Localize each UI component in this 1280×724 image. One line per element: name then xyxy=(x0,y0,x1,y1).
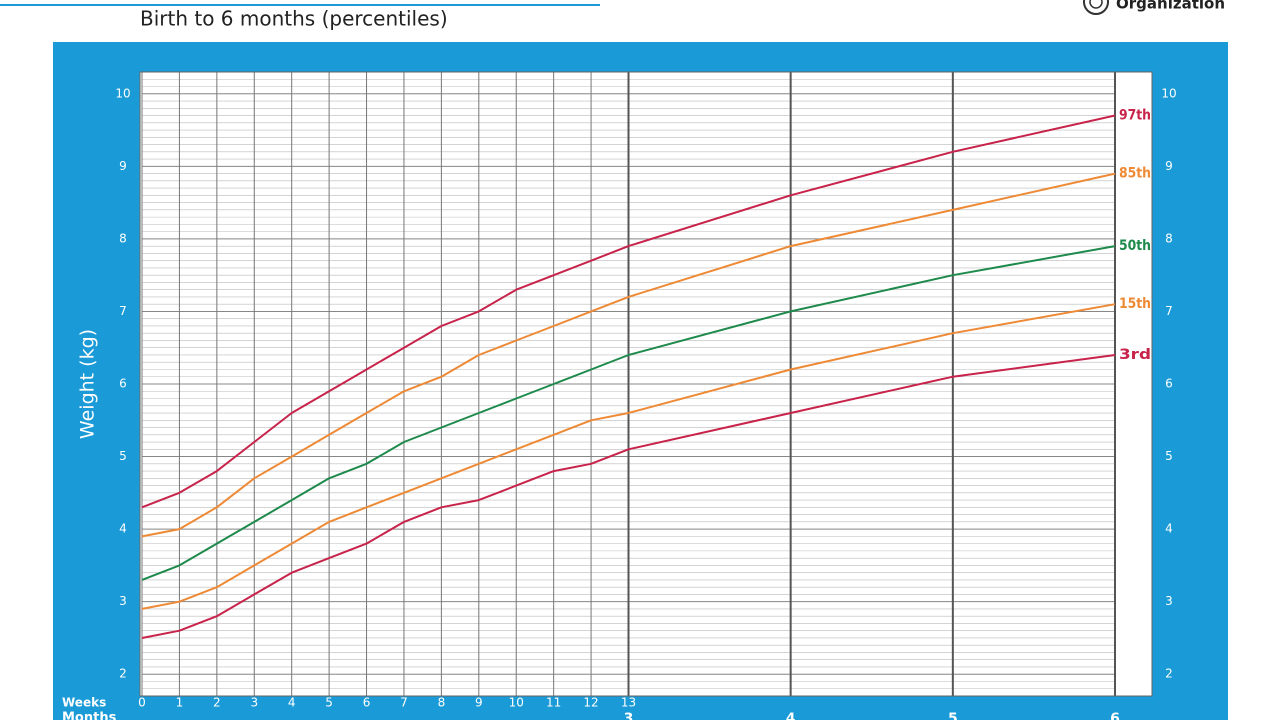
x-tick-label: 3 xyxy=(250,696,258,710)
organization: Organization xyxy=(1116,0,1225,13)
x-tick-label: 10 xyxy=(509,696,524,710)
months-label: Months xyxy=(62,711,117,721)
percentile-line xyxy=(141,172,1116,538)
y-tick-label-right: 5 xyxy=(1165,449,1173,463)
x-tick-label: 5 xyxy=(325,696,333,710)
month-tick-label: 4 xyxy=(786,711,796,720)
series-label: 97th xyxy=(1119,108,1151,124)
series-label: 85th xyxy=(1119,166,1151,182)
series-label: 3rd xyxy=(1119,347,1151,363)
y-tick-label: 9 xyxy=(119,159,127,173)
y-tick-label: 2 xyxy=(119,667,127,681)
y-tick-label: 8 xyxy=(119,231,127,245)
x-tick-label: 1 xyxy=(176,696,184,710)
month-tick-label: 6 xyxy=(1110,711,1120,720)
y-tick-label-right: 3 xyxy=(1165,594,1173,608)
y-tick-label: 5 xyxy=(119,449,127,463)
y-tick-label: 4 xyxy=(119,522,127,536)
y-tick-label-right: 4 xyxy=(1165,522,1173,536)
percentile-line xyxy=(141,245,1116,581)
month-tick-label: 3 xyxy=(624,711,634,720)
x-tick-label: 6 xyxy=(363,696,371,710)
y-tick-label: 7 xyxy=(119,304,127,318)
y-tick-label-right: 10 xyxy=(1161,86,1176,100)
series-label: 50th xyxy=(1119,238,1151,254)
x-tick-label: 2 xyxy=(213,696,221,710)
x-tick-label: 4 xyxy=(288,696,296,710)
plot-border xyxy=(139,71,1153,697)
y-tick-label-right: 7 xyxy=(1165,304,1173,318)
x-tick-label: 7 xyxy=(400,696,408,710)
y-tick-label-right: 6 xyxy=(1165,377,1173,391)
y-tick-label: 10 xyxy=(115,86,130,100)
x-tick-label: 9 xyxy=(475,696,483,710)
percentile-line xyxy=(141,114,1116,509)
percentile-line xyxy=(141,354,1116,639)
y-tick-label-right: 2 xyxy=(1165,667,1173,681)
logo xyxy=(1083,0,1109,15)
x-tick-label: 0 xyxy=(138,696,146,710)
y-tick-label-right: 9 xyxy=(1165,159,1173,173)
weeks-label: Weeks xyxy=(62,696,106,710)
y-tick-label: 3 xyxy=(119,594,127,608)
y-tick-label: 6 xyxy=(119,377,127,391)
x-tick-label: 13 xyxy=(621,696,636,710)
x-tick-label: 12 xyxy=(583,696,598,710)
page-title: Birth to 6 months (percentiles) xyxy=(140,7,448,31)
series-label: 15th xyxy=(1119,296,1151,312)
x-tick-label: 11 xyxy=(546,696,561,710)
y-axis-title: Weight (kg) xyxy=(77,329,99,439)
y-tick-label-right: 8 xyxy=(1165,231,1173,245)
x-tick-label: 8 xyxy=(438,696,446,710)
percentile-line xyxy=(141,303,1116,610)
month-tick-label: 5 xyxy=(948,711,958,720)
